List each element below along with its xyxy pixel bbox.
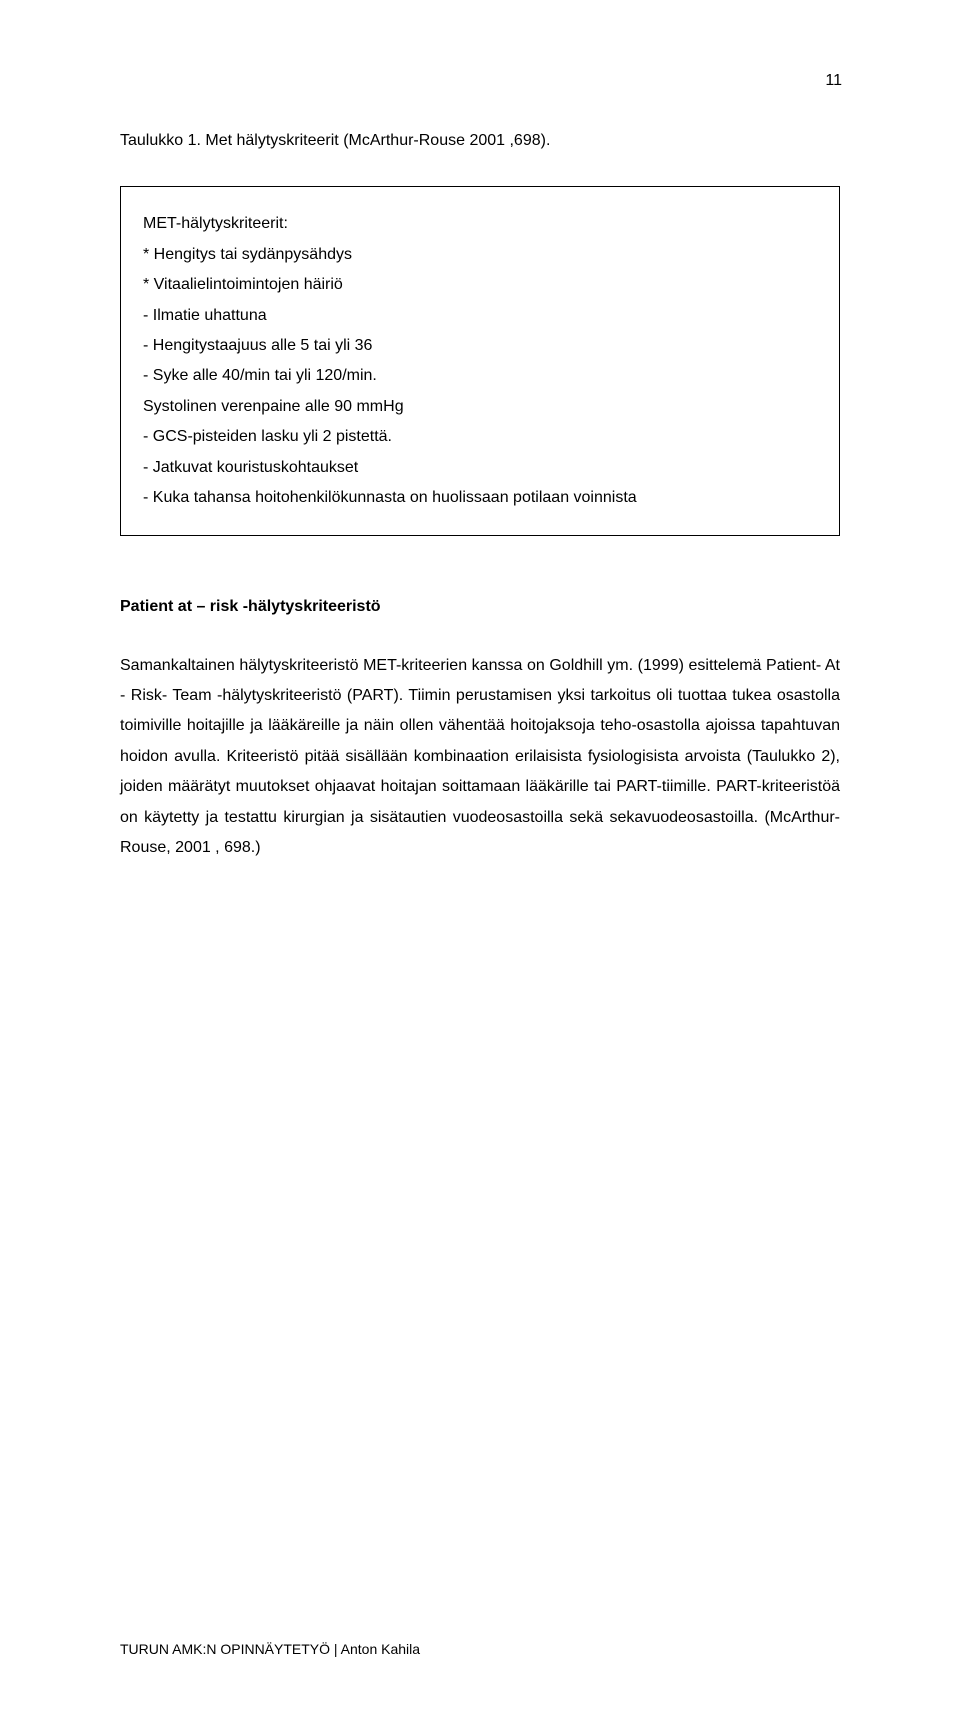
criteria-box: MET-hälytyskriteerit: * Hengitys tai syd…: [120, 186, 840, 536]
box-item: Systolinen verenpaine alle 90 mmHg: [143, 392, 817, 422]
box-item: * Vitaalielintoimintojen häiriö: [143, 270, 817, 300]
body-paragraph: Samankaltainen hälytyskriteeristö MET-kr…: [120, 651, 840, 864]
page-number: 11: [825, 72, 842, 90]
box-item: - Kuka tahansa hoitohenkilökunnasta on h…: [143, 483, 817, 513]
box-item: - Syke alle 40/min tai yli 120/min.: [143, 361, 817, 391]
box-item: - GCS-pisteiden lasku yli 2 pistettä.: [143, 422, 817, 452]
footer: TURUN AMK:N OPINNÄYTETYÖ | Anton Kahila: [120, 1641, 420, 1657]
table-caption: Taulukko 1. Met hälytyskriteerit (McArth…: [120, 126, 840, 156]
box-item: * Hengitys tai sydänpysähdys: [143, 240, 817, 270]
box-item: - Hengitystaajuus alle 5 tai yli 36: [143, 331, 817, 361]
box-item: - Ilmatie uhattuna: [143, 301, 817, 331]
section-heading: Patient at – risk -hälytyskriteeristö: [120, 592, 840, 622]
box-item: - Jatkuvat kouristuskohtaukset: [143, 453, 817, 483]
box-heading: MET-hälytyskriteerit:: [143, 209, 817, 239]
